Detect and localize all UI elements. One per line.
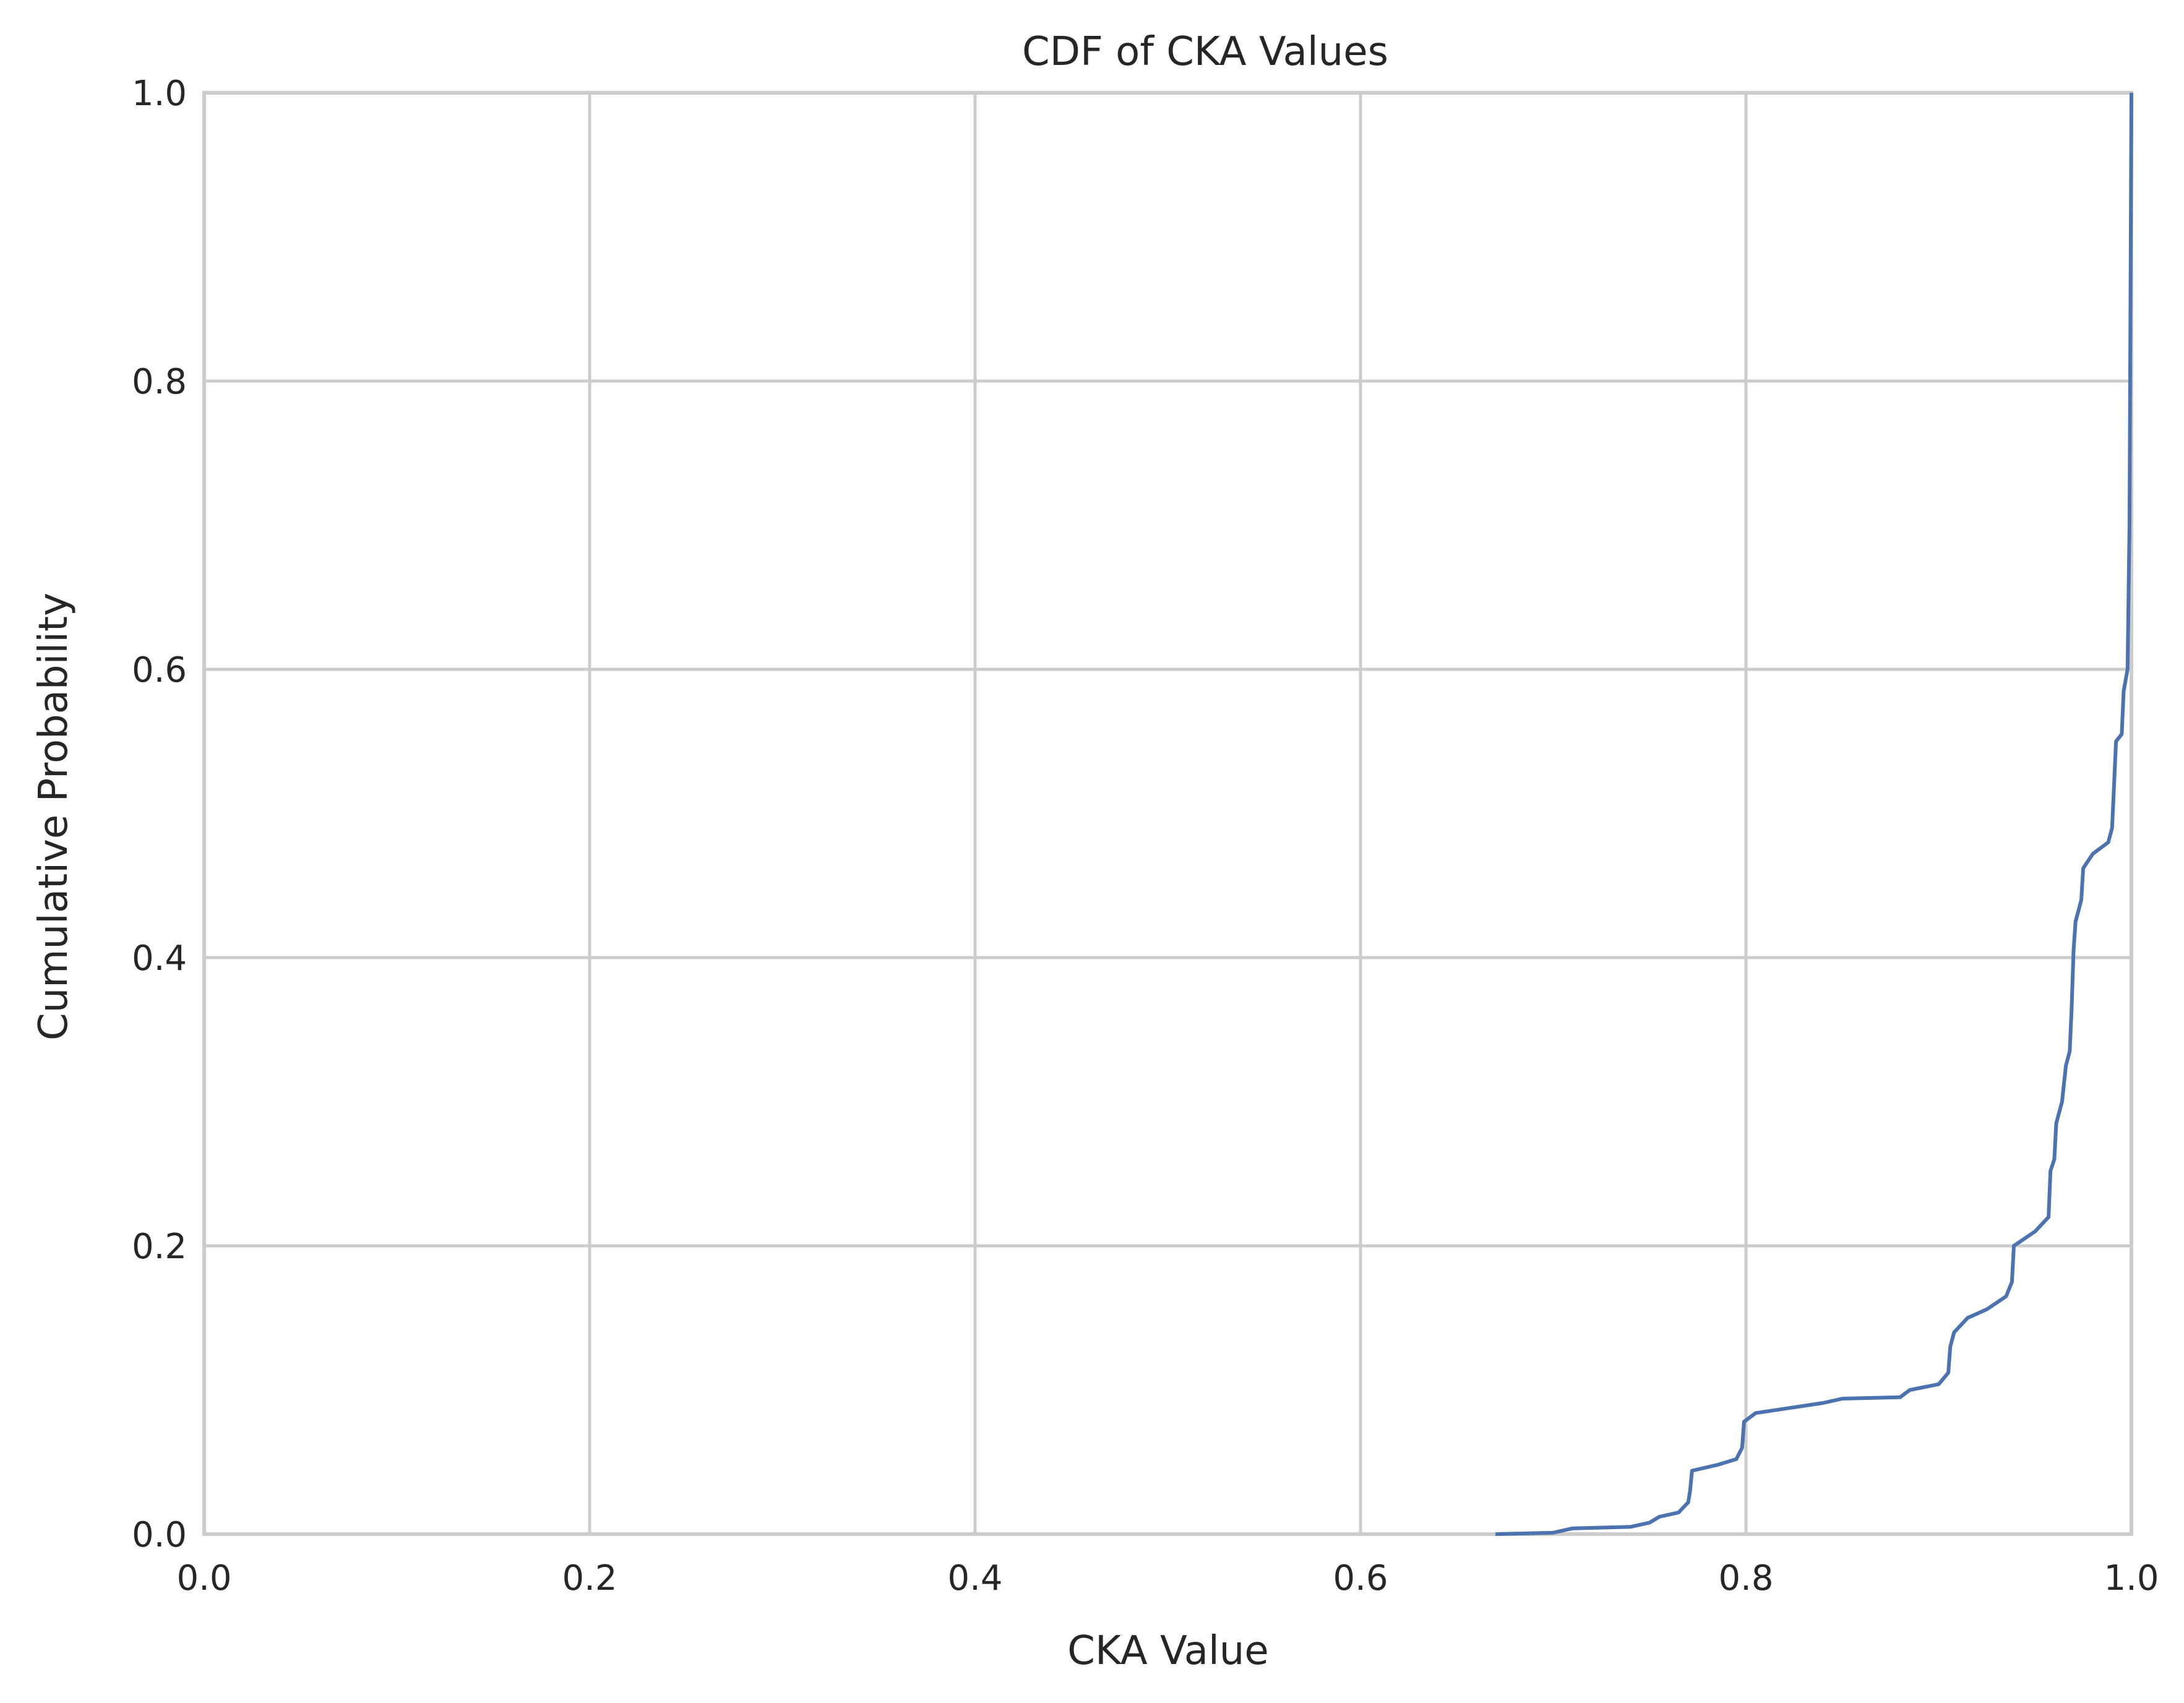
y-tick-labels: 0.0 0.2 0.4 0.6 0.8 1.0	[132, 74, 187, 1555]
x-tick-label: 0.8	[1718, 1558, 1773, 1598]
y-axis-label: Cumulative Probability	[31, 593, 77, 1040]
y-tick-label: 0.2	[132, 1227, 187, 1267]
x-tick-label: 0.6	[1333, 1558, 1388, 1598]
x-tick-label: 1.0	[2104, 1558, 2159, 1598]
data-layer	[1495, 92, 2133, 1536]
y-tick-label: 0.6	[132, 650, 187, 690]
chart-title: CDF of CKA Values	[1022, 29, 1388, 75]
x-tick-label: 0.0	[176, 1558, 231, 1598]
axes-frame	[202, 91, 2133, 1536]
y-tick-label: 0.4	[132, 938, 187, 979]
x-tick-label: 0.4	[947, 1558, 1002, 1598]
x-axis-label: CKA Value	[1067, 1628, 1268, 1674]
y-tick-label: 0.8	[132, 362, 187, 402]
grid-layer	[202, 91, 2133, 1536]
y-tick-label: 0.0	[132, 1515, 187, 1555]
plot-frame	[202, 91, 2133, 1536]
y-tick-label: 1.0	[132, 74, 187, 114]
cdf-series-line	[1495, 92, 2133, 1536]
x-tick-label: 0.2	[562, 1558, 617, 1598]
x-tick-labels: 0.0 0.2 0.4 0.6 0.8 1.0	[176, 1558, 2159, 1598]
